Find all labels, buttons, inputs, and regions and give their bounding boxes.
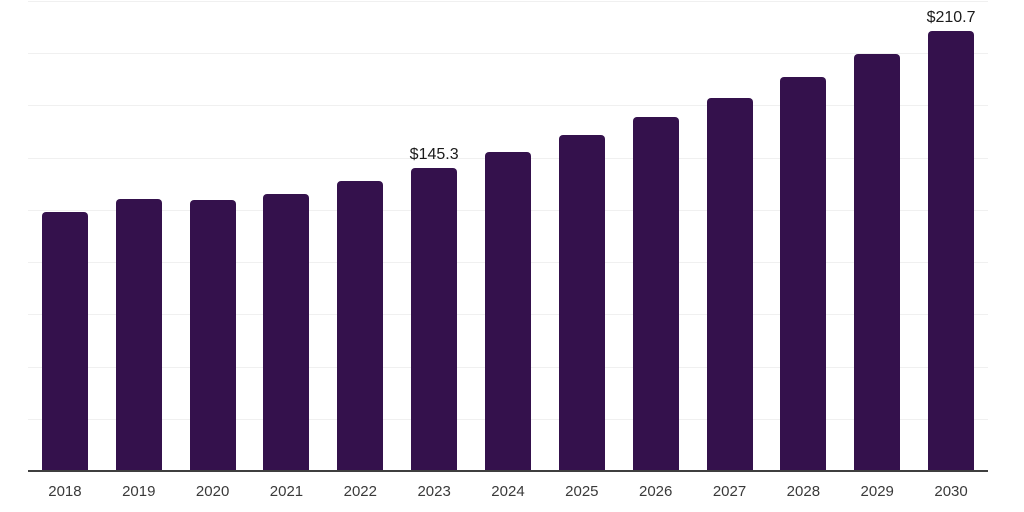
bar-slot-2023: $145.3: [397, 1, 471, 471]
bar-slot-2030: $210.7: [914, 1, 988, 471]
bar-2030[interactable]: $210.7: [927, 9, 976, 471]
x-tick-label-2023: 2023: [417, 483, 451, 500]
bar-2019[interactable]: [115, 199, 162, 471]
x-tick-label-2020: 2020: [195, 483, 230, 500]
bar-slot-2025: [545, 1, 619, 471]
bar-2028[interactable]: [780, 76, 827, 471]
bar-slot-2026: [619, 1, 693, 471]
bar-slot-2021: [250, 1, 324, 471]
gridline-175: [28, 105, 988, 107]
bar-slot-2028: [766, 1, 840, 471]
bar-slot-2022: [323, 1, 397, 471]
x-axis-tick-labels: 2018 2019 2020 2021 2022 2023 2024 2025 2026 2027…: [28, 477, 988, 507]
bar-2024[interactable]: [484, 152, 531, 471]
bar-2027[interactable]: [706, 97, 753, 471]
x-tick-label-2022: 2022: [343, 483, 377, 500]
bar-slot-2018: [28, 1, 102, 471]
plot-area: $145.3 $210.7: [28, 1, 988, 472]
bar-2021[interactable]: [263, 194, 310, 471]
x-tick-label-2024: 2024: [491, 483, 525, 500]
gridline-225: [28, 1, 988, 2]
bar-2025[interactable]: [558, 135, 605, 471]
gridline-200: [28, 53, 988, 55]
bar-series: $145.3 $210.7: [28, 1, 988, 471]
x-axis-line: [28, 470, 988, 472]
bar-2018[interactable]: [41, 211, 88, 471]
x-tick-label-2027: 2027: [712, 483, 747, 500]
x-tick-label-2018: 2018: [48, 483, 82, 500]
value-label-2030: $210.7: [926, 8, 976, 26]
bar-slot-2019: [102, 1, 176, 471]
bar-slot-2024: [471, 1, 545, 471]
bar-2023[interactable]: $145.3: [410, 146, 459, 471]
value-label-2023: $145.3: [409, 145, 459, 163]
bar-slot-2027: [693, 1, 767, 471]
bar-2029[interactable]: [854, 53, 901, 471]
x-tick-label-2026: 2026: [638, 483, 673, 500]
x-tick-label-2028: 2028: [786, 483, 821, 500]
bar-2022[interactable]: [337, 181, 384, 471]
x-tick-label-2019: 2019: [122, 483, 156, 500]
bar-slot-2020: [176, 1, 250, 471]
x-tick-label-2029: 2029: [860, 483, 894, 500]
x-tick-label-2030: 2030: [934, 483, 968, 500]
x-tick-label-2021: 2021: [269, 483, 304, 500]
bar-2026[interactable]: [632, 116, 679, 471]
bar-2020[interactable]: [189, 199, 236, 471]
x-tick-label-2025: 2025: [565, 483, 599, 500]
bar-slot-2029: [840, 1, 914, 471]
